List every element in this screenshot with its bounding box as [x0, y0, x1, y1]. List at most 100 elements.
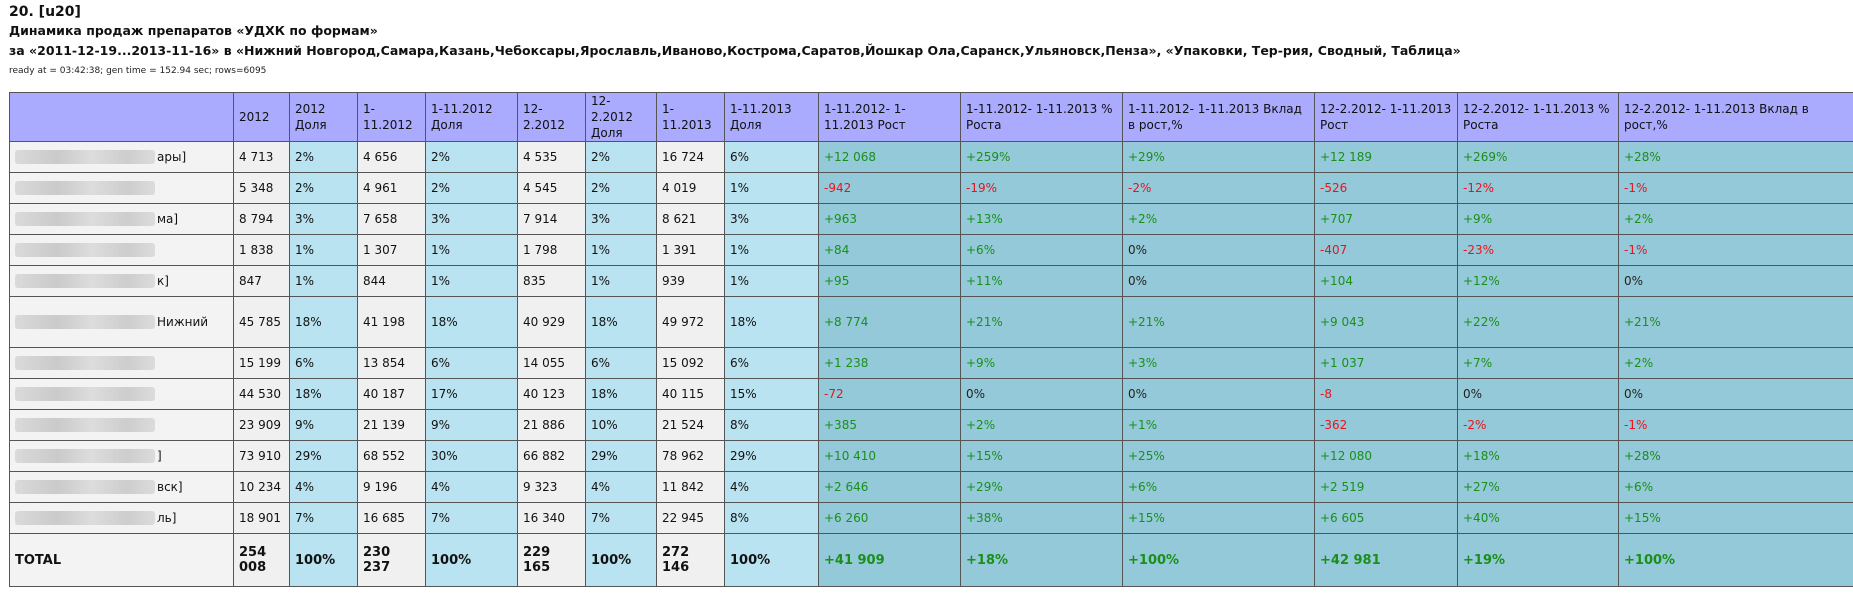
value-cell-s2012: 18% [289, 296, 358, 348]
value-cell-s111_12: 4% [425, 471, 518, 503]
value-cell-c1: 0% [1122, 378, 1315, 410]
value-cell-s111_13: 15% [724, 378, 819, 410]
value-cell-c2: -1% [1618, 409, 1853, 441]
value-cell-p1: 0% [960, 378, 1123, 410]
region-name-cell: вск] [9, 471, 234, 503]
value-cell-s2012: 3% [289, 203, 358, 235]
column-header: 1-11.2012- 1-11.2013 Вклад в рост,% [1122, 92, 1315, 142]
value-cell-v111_12: 1 307 [357, 234, 426, 266]
value-cell-s122_12: 3% [585, 203, 657, 235]
value-cell-g1: +963 [818, 203, 961, 235]
region-name-cell [9, 409, 234, 441]
redacted-region-name [15, 480, 155, 495]
value-cell-s111_12: 1% [425, 265, 518, 297]
value-cell-p2: -23% [1457, 234, 1619, 266]
report-header: 20. [u20] Динамика продаж препаратов «УД… [0, 0, 1853, 78]
value-cell-g2: -362 [1314, 409, 1458, 441]
value-cell-s111_13: 1% [724, 234, 819, 266]
value-cell-s111_12: 17% [425, 378, 518, 410]
value-cell-c1: +2% [1122, 203, 1315, 235]
value-cell-v122_12: 16 340 [517, 502, 586, 534]
value-cell-g1: +2 646 [818, 471, 961, 503]
value-cell-c1: +15% [1122, 502, 1315, 534]
value-cell-p2: +269% [1457, 141, 1619, 173]
value-cell-s111_13: 29% [724, 440, 819, 472]
value-cell-v111_12: 4 961 [357, 172, 426, 204]
value-cell-s111_12: 7% [425, 502, 518, 534]
table-row: ] 73 910 29% 68 552 30% 66 882 29% 78 962 29% +10… [9, 440, 1853, 472]
value-cell-g2: -8 [1314, 378, 1458, 410]
value-cell-g1: +12 068 [818, 141, 961, 173]
value-cell-s2012: 6% [289, 347, 358, 379]
table-header-row: 2012 2012 Доля 1-11.2012 1-11.2012 Доля 12-2… [9, 92, 1853, 142]
value-cell-p2: -2% [1457, 409, 1619, 441]
value-cell-v2012: 8 794 [233, 203, 290, 235]
value-cell-g2: +6 605 [1314, 502, 1458, 534]
value-cell-p1: +11% [960, 265, 1123, 297]
region-name-tail: Нижний [157, 314, 209, 329]
column-header [9, 92, 234, 142]
value-cell-c1: +29% [1122, 141, 1315, 173]
value-cell-g1: +95 [818, 265, 961, 297]
region-name-cell: TOTAL [9, 533, 234, 587]
table-row: 15 199 6% 13 854 6% 14 055 6% 15 092 6% +1 238 +9… [9, 347, 1853, 379]
report-number: 20. [u20] [9, 4, 81, 20]
value-cell-v111_13: 49 972 [656, 296, 725, 348]
redacted-region-name [15, 449, 155, 464]
value-cell-s111_12: 3% [425, 203, 518, 235]
value-cell-p2: 0% [1457, 378, 1619, 410]
value-cell-c2: +21% [1618, 296, 1853, 348]
value-cell-v111_13: 40 115 [656, 378, 725, 410]
value-cell-s2012: 2% [289, 172, 358, 204]
value-cell-p1: -19% [960, 172, 1123, 204]
column-header: 12-2.2012 Доля [585, 92, 657, 142]
value-cell-g2: +42 981 [1314, 533, 1458, 587]
value-cell-s111_13: 3% [724, 203, 819, 235]
redacted-region-name [15, 243, 155, 258]
value-cell-p2: +7% [1457, 347, 1619, 379]
value-cell-v122_12: 9 323 [517, 471, 586, 503]
value-cell-s122_12: 100% [585, 533, 657, 587]
value-cell-v111_13: 1 391 [656, 234, 725, 266]
value-cell-s111_13: 100% [724, 533, 819, 587]
table-row: вск] 10 234 4% 9 196 4% 9 323 4% 11 842 4% +2 646… [9, 471, 1853, 503]
value-cell-s111_13: 8% [724, 409, 819, 441]
value-cell-v2012: 73 910 [233, 440, 290, 472]
region-name-tail: ль] [157, 510, 177, 525]
value-cell-p2: +19% [1457, 533, 1619, 587]
value-cell-p2: +12% [1457, 265, 1619, 297]
value-cell-v2012: 4 713 [233, 141, 290, 173]
value-cell-s111_13: 1% [724, 172, 819, 204]
value-cell-s122_12: 10% [585, 409, 657, 441]
region-name-cell: Нижний [9, 296, 234, 348]
report-title: Динамика продаж препаратов «УДХК по форм… [9, 23, 378, 38]
value-cell-v2012: 45 785 [233, 296, 290, 348]
value-cell-p1: +13% [960, 203, 1123, 235]
value-cell-g2: +12 080 [1314, 440, 1458, 472]
value-cell-c1: +25% [1122, 440, 1315, 472]
region-name-tail: вск] [157, 479, 183, 494]
value-cell-c2: +28% [1618, 141, 1853, 173]
value-cell-v111_13: 939 [656, 265, 725, 297]
value-cell-p1: +21% [960, 296, 1123, 348]
total-row: TOTAL 254 008 100% 230 237 100% 229 165 100% 27… [9, 533, 1853, 587]
region-name-tail: ары] [157, 149, 187, 164]
value-cell-s111_12: 30% [425, 440, 518, 472]
column-header: 1-11.2012 Доля [425, 92, 518, 142]
value-cell-v111_13: 4 019 [656, 172, 725, 204]
value-cell-s111_13: 4% [724, 471, 819, 503]
value-cell-v111_12: 68 552 [357, 440, 426, 472]
value-cell-g1: +1 238 [818, 347, 961, 379]
value-cell-c1: -2% [1122, 172, 1315, 204]
value-cell-v122_12: 14 055 [517, 347, 586, 379]
value-cell-v122_12: 835 [517, 265, 586, 297]
value-cell-p1: +29% [960, 471, 1123, 503]
value-cell-s111_12: 2% [425, 141, 518, 173]
redacted-region-name [15, 150, 155, 165]
value-cell-s111_13: 8% [724, 502, 819, 534]
value-cell-v111_12: 4 656 [357, 141, 426, 173]
value-cell-v122_12: 1 798 [517, 234, 586, 266]
value-cell-p2: +18% [1457, 440, 1619, 472]
redacted-region-name [15, 212, 155, 227]
value-cell-v111_12: 13 854 [357, 347, 426, 379]
